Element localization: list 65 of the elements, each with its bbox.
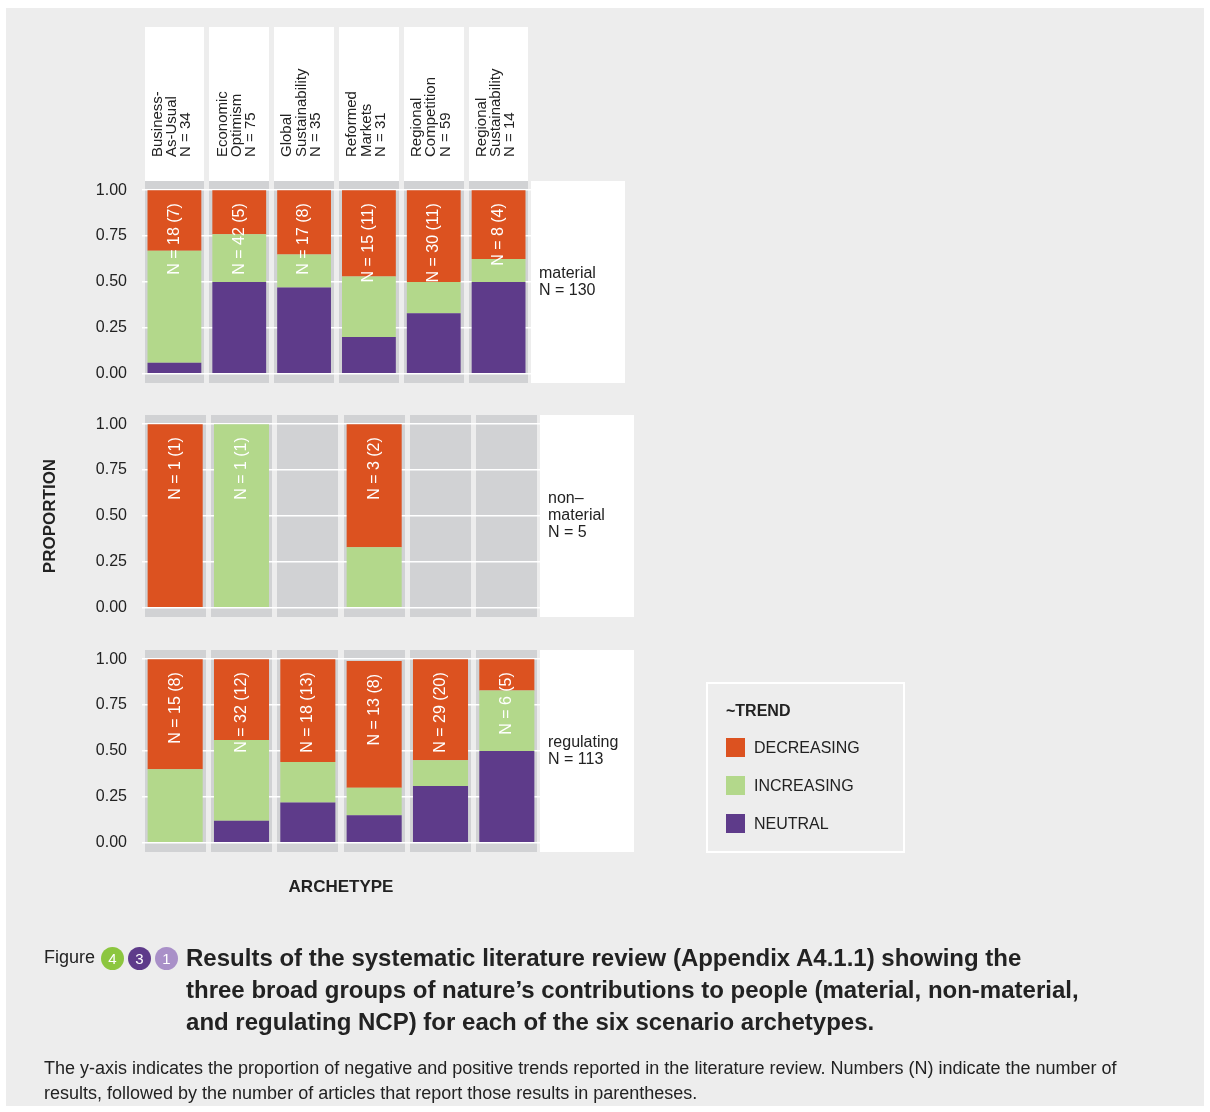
y-tick-label: 0.25	[95, 552, 128, 570]
data-label: N = 18 (13)	[298, 672, 316, 753]
x-tick-label: Global Sustainability N = 35	[277, 68, 323, 157]
x-tick-label: Reformed Markets N = 31	[342, 91, 388, 157]
x-tick-label: Regional Sustainability N = 14	[471, 68, 518, 157]
text: regulating N = 113	[548, 732, 619, 767]
data-label: N = 30 (11)	[424, 203, 442, 283]
legend-label: NEUTRAL	[754, 814, 829, 833]
legend-label: INCREASING	[754, 776, 854, 795]
x-tick-label: Economic Optimism N = 75	[212, 90, 259, 157]
bar	[213, 820, 270, 843]
bar	[342, 337, 396, 374]
text: non– material N = 5	[548, 489, 605, 541]
data-label: N = 15 (11)	[359, 203, 377, 283]
data-label: N = 13 (8)	[364, 674, 382, 746]
data-label: N = 32 (12)	[231, 672, 249, 753]
y-tick-label: 0.25	[95, 318, 128, 336]
data-label: N = 29 (20)	[430, 672, 448, 753]
bar	[147, 362, 202, 374]
text: Results of the systematic literature review (Appendix A4.1.1) showing the three broad groups of nature’s contributions to people (material, non-material, and regulating NCP) for each of the six scenario archetypes.	[186, 943, 1080, 1037]
y-tick-label: 0.75	[95, 695, 128, 713]
bar	[280, 762, 336, 803]
data-label: N = 42 (5)	[229, 203, 247, 275]
y-tick-label: 1.00	[95, 414, 128, 432]
x-axis-title: ARCHETYPE	[288, 877, 394, 897]
data-label: N = 18 (7)	[164, 203, 182, 275]
bar	[280, 802, 336, 843]
bar	[346, 787, 402, 816]
data-label: N = 17 (8)	[294, 203, 312, 275]
bar	[406, 282, 461, 314]
bar	[346, 815, 402, 843]
bar	[412, 760, 469, 786]
bar	[406, 313, 461, 374]
bar	[147, 190, 202, 251]
text: 1	[155, 947, 179, 970]
y-tick-label: 1.00	[95, 180, 128, 198]
text: material N = 130	[539, 263, 596, 298]
legend-label: DECREASING	[754, 738, 860, 757]
y-tick-label: 0.50	[95, 272, 128, 290]
data-label: N = 15 (8)	[165, 672, 183, 744]
data-label: N = 1 (1)	[165, 437, 183, 500]
y-tick-label: 0.00	[95, 833, 128, 851]
y-tick-label: 0.50	[95, 741, 128, 759]
y-tick-label: 1.00	[95, 649, 128, 667]
y-tick-label: 0.00	[95, 364, 128, 382]
data-label: N = 1 (1)	[231, 437, 249, 500]
y-tick-label: 0.50	[95, 506, 128, 524]
text: 3	[128, 947, 152, 970]
y-tick-label: 0.25	[95, 787, 128, 805]
y-tick-label: 0.75	[95, 460, 128, 478]
y-tick-label: 0.00	[95, 598, 128, 616]
y-axis-title: PROPORTION	[39, 458, 59, 574]
x-tick-label: Regional Competition N = 59	[407, 76, 453, 157]
text: 4	[101, 947, 125, 970]
data-label: N = 6 (5)	[497, 672, 515, 735]
bar	[479, 659, 535, 691]
legend-title: ~TREND	[726, 702, 791, 720]
data-label: N = 3 (2)	[364, 437, 382, 500]
bar	[412, 785, 469, 843]
text: The y-axis indicates the proportion of negative and positive trends reported in the literature review. Numbers (N) indicate the number of results, followed by the number of articles that report those results in parentheses.	[44, 1057, 1118, 1105]
bar	[479, 690, 535, 751]
x-tick-label: Business- As-Usual N = 34	[147, 91, 194, 157]
text: Figure	[44, 947, 96, 968]
data-label: N = 8 (4)	[488, 203, 506, 266]
y-tick-label: 0.75	[95, 226, 128, 244]
